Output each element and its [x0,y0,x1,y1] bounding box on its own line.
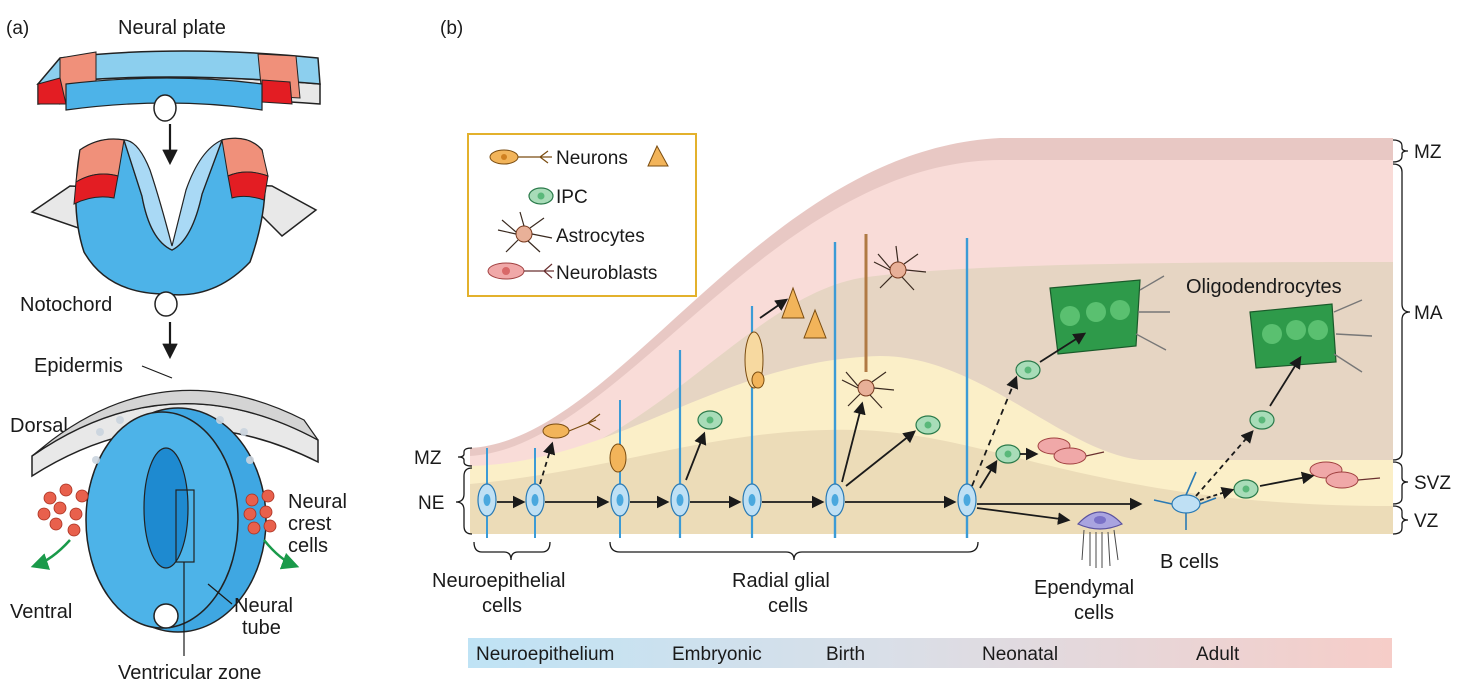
ventricular-zone-label: Ventricular zone [118,662,261,684]
oligodendrocyte-2 [1249,299,1373,373]
timeline-adult: Adult [1196,644,1240,665]
zone-ma-right: MA [1414,303,1443,324]
ependymal-label-1: Ependymal [1034,577,1134,599]
astrocyte-icon [497,211,553,253]
ipc-cells [697,360,1275,499]
ependymal-label-2: cells [1074,602,1114,624]
radial-glia-4 [825,242,845,538]
ipc-icon [528,187,554,205]
neural-groove-diagram [30,137,318,317]
b-cells-label: B cells [1160,551,1219,573]
astrocyte-cells [841,245,927,409]
b-cell [1153,471,1217,530]
panel-b-tag: (b) [440,18,463,39]
neural-tube-label-2: tube [242,617,281,639]
zone-braces-right [1392,139,1411,535]
zone-ne-left: NE [418,493,444,514]
neural-crest-label-3: cells [288,535,328,557]
neural-crest-label-2: crest [288,513,332,535]
neuroblast-icon [487,262,554,280]
epidermis-label: Epidermis [34,355,123,377]
oligodendrocytes-label: Oligodendrocytes [1186,276,1342,298]
neuroepithelial-cell-2 [525,448,545,538]
radial-glial-label-1: Radial glial [732,570,830,592]
neuron-icon [489,144,669,167]
neural-crest-label-1: Neural [288,491,347,513]
timeline-birth: Birth [826,644,865,665]
neuroepithelial-label-1: Neuroepithelial [432,570,565,592]
legend-neurons: Neurons [556,148,628,169]
timeline-neuroepithelium: Neuroepithelium [476,644,614,665]
group-braces-bottom [473,541,979,561]
ependymal-cell [1076,511,1124,568]
radial-glia-1 [609,400,630,538]
zone-svz-right: SVZ [1414,473,1451,494]
neuroepithelial-cell-1 [477,448,497,538]
timeline-embryonic: Embryonic [672,644,762,665]
legend-ipc: IPC [556,187,588,208]
timeline-bar: Neuroepithelium Embryonic Birth Neonatal… [468,638,1392,668]
radial-glia-3 [742,306,765,538]
neural-tube-leader [207,583,233,605]
notochord-label: Notochord [20,294,112,316]
panel-a-tag: (a) [6,18,29,39]
zone-vz-right: VZ [1414,511,1439,532]
legend: Neurons IPC Astrocytes Neuroblasts [467,133,697,297]
neural-plate-label: Neural plate [118,17,226,39]
lineage-arrows [497,298,1315,525]
zone-mz-left: MZ [414,448,442,469]
radial-glia-2 [670,350,690,538]
epidermis-leader [141,365,173,379]
zone-mz-right: MZ [1414,142,1442,163]
neuroblast-cells [1037,437,1381,489]
legend-neuroblasts: Neuroblasts [556,263,657,284]
dorsal-label: Dorsal [10,415,68,437]
legend-astrocytes: Astrocytes [556,226,645,247]
zone-braces-left [455,447,473,535]
neuroepithelial-label-2: cells [482,595,522,617]
timeline-neonatal: Neonatal [982,644,1058,665]
neural-tube-diagram [30,389,319,633]
radial-glia-5 [957,238,977,538]
ventral-label: Ventral [10,601,72,623]
neural-tube-label-1: Neural [234,595,293,617]
neural-plate-diagram [36,50,321,122]
radial-glial-label-2: cells [768,595,808,617]
